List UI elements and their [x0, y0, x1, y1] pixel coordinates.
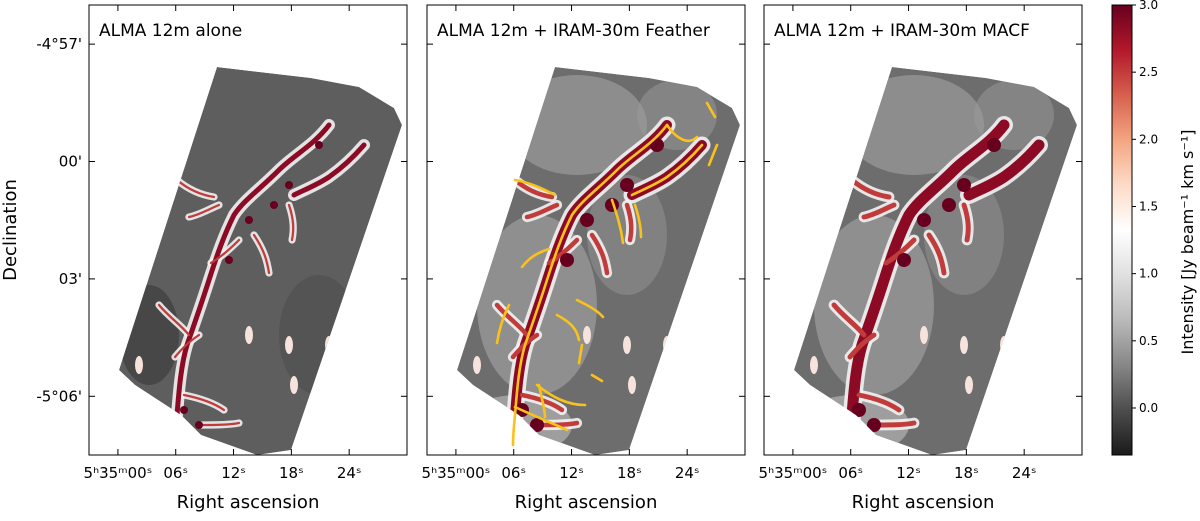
colorbar-tick-label: 0.5: [1139, 334, 1158, 348]
y-tick-label: -4°57': [36, 35, 82, 53]
x-tick-label: 12ˢ: [559, 464, 584, 482]
panel-title: ALMA 12m + IRAM-30m Feather: [437, 21, 710, 41]
colorbar-tick-label: 0.0: [1139, 401, 1158, 415]
x-tick-label: 18ˢ: [954, 464, 979, 482]
colorbar-scale: [1111, 4, 1133, 456]
panel-title: ALMA 12m + IRAM-30m MACF: [774, 21, 1030, 41]
colorbar-tick-label: 2.0: [1139, 132, 1158, 146]
panel-title: ALMA 12m alone: [99, 21, 242, 41]
x-tick-label: 5ʰ35ᵐ00ˢ: [422, 464, 491, 482]
filament: [633, 203, 643, 239]
colorbar-tick-label: 3.0: [1139, 0, 1158, 12]
filament: [707, 143, 719, 167]
x-tick-label: 24ˢ: [1012, 464, 1037, 482]
y-axis-title: Declination: [0, 179, 21, 281]
filament: [575, 298, 605, 319]
x-tick-label: 24ˢ: [675, 464, 700, 482]
filament: [590, 373, 604, 383]
colorbar-title: Intensity [Jy beam⁻¹ km s⁻¹]: [1178, 130, 1197, 355]
x-tick-label: 24ˢ: [337, 464, 362, 482]
x-tick-label: 5ʰ35ᵐ00ˢ: [759, 464, 828, 482]
filament: [610, 198, 625, 245]
filament-skeletons: [495, 101, 719, 447]
x-tick-label: 06ˢ: [838, 464, 863, 482]
panel-alone: ALMA 12m alone 5ʰ35ᵐ00ˢ 06ˢ 12ˢ 18ˢ 24ˢ -5°06'…: [36, 4, 408, 513]
filament: [555, 313, 581, 342]
colorbar-tick-label: 2.5: [1139, 65, 1158, 79]
x-axis-title: Right ascension: [177, 492, 320, 513]
colorbar: 0.0 0.5 1.0 1.5 2.0 2.5 3.0 Intensity [Jy beam⁻…: [1111, 0, 1197, 456]
x-tick-label: 06ˢ: [501, 464, 526, 482]
y-tick-label: 00': [59, 153, 82, 171]
x-tick-label: 06ˢ: [163, 464, 188, 482]
y-tick-label: -5°06': [36, 387, 82, 405]
filament: [513, 405, 569, 432]
filament: [630, 143, 704, 197]
filament: [511, 123, 669, 447]
x-tick-label: 12ˢ: [221, 464, 246, 482]
filament: [513, 178, 557, 197]
filament: [705, 101, 717, 119]
filament: [665, 123, 699, 142]
x-tick-label: 18ˢ: [279, 464, 304, 482]
x-tick-label: 12ˢ: [896, 464, 921, 482]
y-tick-label: 03': [59, 270, 82, 288]
filament: [577, 343, 584, 365]
x-axis-title: Right ascension: [515, 492, 658, 513]
filament: [537, 383, 547, 419]
colorbar-tick-label: 1.5: [1139, 199, 1158, 213]
x-axis-title: Right ascension: [852, 492, 995, 513]
filament: [495, 303, 511, 345]
x-tick-label: 5ʰ35ᵐ00ˢ: [84, 464, 153, 482]
intensity-map: [119, 67, 402, 455]
panel-macf: ALMA 12m + IRAM-30m MACF 5ʰ35ᵐ00ˢ 06ˢ 12ˢ 18…: [759, 4, 1083, 513]
x-tick-label: 18ˢ: [617, 464, 642, 482]
panel-feather: ALMA 12m + IRAM-30m Feather 5ʰ35ᵐ00ˢ 06ˢ 12…: [422, 4, 746, 513]
filament: [520, 247, 551, 269]
colorbar-tick-label: 1.0: [1139, 267, 1158, 281]
